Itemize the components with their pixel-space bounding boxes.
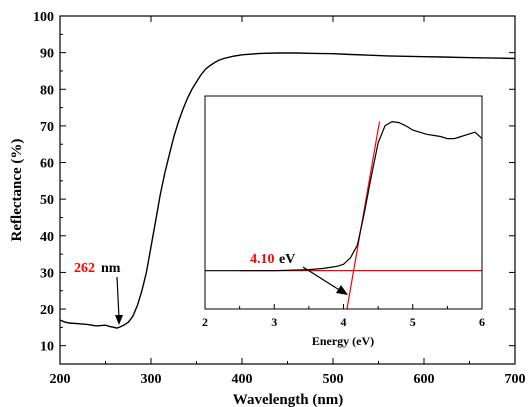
bandgap-arrow-shaft bbox=[302, 266, 342, 292]
y-tick-label: 30 bbox=[40, 266, 54, 281]
inset-x-tick-label: 6 bbox=[479, 315, 485, 329]
inset-x-tick-label: 2 bbox=[202, 315, 208, 329]
inset-frame bbox=[204, 95, 483, 310]
y-tick-label: 80 bbox=[40, 83, 54, 98]
y-tick-label: 40 bbox=[40, 230, 54, 245]
min-wavelength-value: 262 bbox=[74, 261, 95, 276]
inset-x-tick-label: 5 bbox=[410, 315, 416, 329]
main-y-axis-title: Reflectance (%) bbox=[9, 139, 25, 242]
main-plot-frame bbox=[59, 15, 516, 365]
x-tick-label: 500 bbox=[323, 372, 344, 387]
y-tick-label: 50 bbox=[40, 193, 54, 208]
y-tick-label: 100 bbox=[33, 10, 54, 25]
inset-x-tick-label: 4 bbox=[341, 315, 347, 329]
bandgap-value: 4.10 bbox=[250, 252, 275, 267]
y-tick-label: 10 bbox=[40, 340, 54, 355]
inset-background bbox=[205, 96, 482, 309]
min-wavelength-arrow-shaft bbox=[116, 276, 120, 319]
x-tick-label: 700 bbox=[505, 372, 526, 387]
x-tick-label: 400 bbox=[232, 372, 253, 387]
y-tick-label: 60 bbox=[40, 157, 54, 172]
min-wavelength-unit: nm bbox=[101, 261, 121, 276]
bandgap-annotation: 4.10 eV bbox=[250, 252, 348, 295]
y-tick-label: 70 bbox=[40, 120, 54, 135]
bandgap-arrowhead bbox=[336, 285, 348, 295]
x-tick-label: 300 bbox=[141, 372, 162, 387]
y-tick-label: 90 bbox=[40, 47, 54, 62]
min-wavelength-arrowhead bbox=[115, 315, 123, 325]
inset-x-axis-title: Energy (eV) bbox=[312, 334, 374, 348]
main-tick-labels: 200 300 400 500 600 700 10 20 30 40 50 60 70 80 90 100 bbox=[33, 10, 526, 387]
inset-energy-curve bbox=[205, 120, 483, 272]
min-wavelength-annotation: 262 nm bbox=[74, 261, 123, 325]
y-tick-label: 20 bbox=[40, 303, 54, 318]
x-tick-label: 200 bbox=[50, 372, 71, 387]
inset-tick-labels: 2 3 4 5 6 bbox=[202, 315, 485, 329]
bandgap-unit: eV bbox=[279, 252, 295, 267]
inset-x-tick-label: 3 bbox=[271, 315, 277, 329]
reflectance-curve bbox=[59, 52, 516, 329]
main-x-axis-title: Wavelength (nm) bbox=[233, 392, 343, 407]
x-tick-label: 600 bbox=[414, 372, 435, 387]
